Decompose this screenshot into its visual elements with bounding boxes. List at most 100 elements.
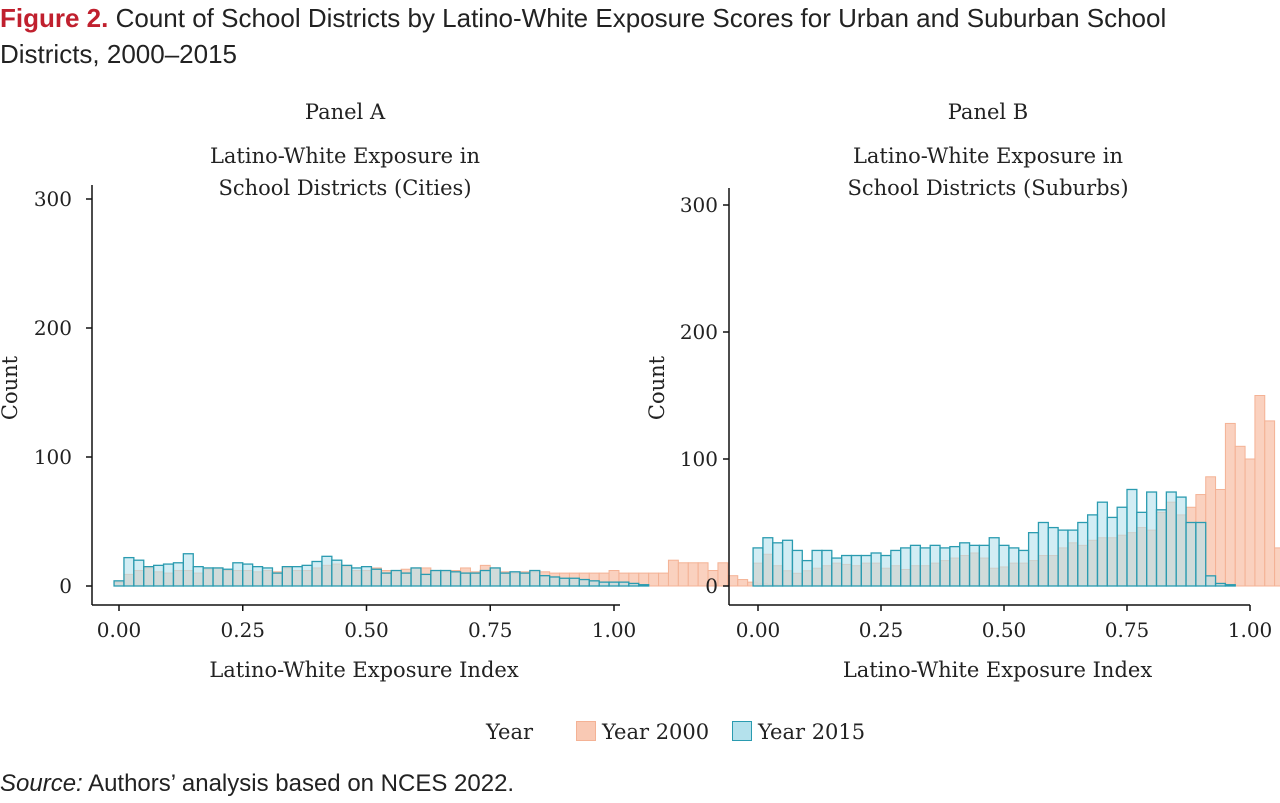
figure-charts: Panel A Latino-White Exposure in School Di… bbox=[0, 100, 1280, 682]
histogram-bar bbox=[360, 566, 373, 587]
histogram-bar bbox=[1027, 532, 1040, 587]
y-tick-label: 200 bbox=[680, 320, 718, 344]
histogram-bar bbox=[988, 537, 1000, 587]
histogram-bar bbox=[430, 569, 442, 587]
histogram-bar bbox=[331, 559, 343, 587]
chart-title-line2: School Districts (Cities) bbox=[218, 176, 471, 200]
source-note: Source: Authors’ analysis based on NCES … bbox=[0, 770, 514, 798]
histogram-bar bbox=[143, 566, 155, 587]
histogram-bar bbox=[831, 557, 843, 587]
histogram-bar bbox=[850, 554, 862, 587]
histogram-bar bbox=[648, 572, 660, 587]
histogram-bar bbox=[598, 581, 610, 587]
histogram-bar bbox=[162, 563, 175, 587]
histogram-bar bbox=[998, 544, 1010, 587]
histogram-bar bbox=[1165, 491, 1177, 587]
histogram-bar bbox=[578, 578, 590, 587]
histogram-bar bbox=[919, 547, 931, 587]
histogram-bar bbox=[350, 567, 363, 587]
x-tick-label: 0.25 bbox=[859, 618, 904, 642]
figure-title-text: Count of School Districts by Latino-Whit… bbox=[0, 3, 1167, 69]
source-text: Authors’ analysis based on NCES 2022. bbox=[82, 770, 515, 797]
y-tick-label: 100 bbox=[680, 447, 718, 471]
histogram-bar bbox=[182, 553, 194, 587]
histogram-bar bbox=[1274, 547, 1280, 587]
histogram-bar bbox=[677, 562, 689, 587]
y-axis-title: Count bbox=[0, 355, 22, 420]
histogram-bar bbox=[212, 567, 224, 587]
histogram-bar bbox=[1077, 521, 1089, 587]
histogram-bar bbox=[909, 544, 922, 587]
histogram-bar bbox=[232, 562, 244, 587]
figure-label: Figure 2. bbox=[0, 3, 109, 33]
histogram-bar bbox=[251, 566, 264, 587]
histogram-bar bbox=[1126, 488, 1138, 587]
histogram-bar bbox=[772, 542, 784, 587]
histogram-bar bbox=[311, 560, 323, 587]
histogram-bar bbox=[880, 554, 892, 587]
histogram-bar bbox=[479, 569, 491, 587]
histogram-bar bbox=[811, 549, 823, 587]
x-tick-label: 0.25 bbox=[220, 618, 265, 642]
chart-title-line1: Latino-White Exposure in bbox=[210, 144, 480, 168]
histogram-bar bbox=[123, 556, 135, 587]
histogram-bar bbox=[717, 562, 729, 587]
histogram-bar bbox=[791, 549, 803, 587]
histogram-bar bbox=[658, 572, 669, 587]
histogram-bar bbox=[1175, 496, 1187, 587]
histogram-bar bbox=[1195, 521, 1207, 587]
y-axis-title: Count bbox=[645, 355, 669, 420]
histogram-bar bbox=[321, 555, 333, 587]
x-tick-label: 0.75 bbox=[1105, 618, 1150, 642]
histogram-bar bbox=[370, 568, 383, 587]
legend-key-year-2000 bbox=[576, 721, 596, 741]
histogram-bar bbox=[281, 566, 293, 587]
histogram-bar bbox=[628, 582, 640, 587]
histogram-bar bbox=[549, 576, 561, 587]
histogram-bar bbox=[929, 544, 941, 587]
histogram-bar bbox=[1146, 491, 1158, 587]
panel-label: Panel B bbox=[948, 100, 1028, 124]
histogram-bar bbox=[608, 581, 620, 587]
histogram-bar bbox=[440, 569, 452, 587]
series-year-2015 bbox=[113, 553, 650, 587]
histogram-bar bbox=[469, 572, 482, 587]
series-year-2015 bbox=[752, 488, 1236, 587]
histogram-bar bbox=[172, 562, 184, 587]
histogram-bar bbox=[133, 559, 145, 587]
histogram-bar bbox=[900, 547, 912, 587]
histogram-bar bbox=[1136, 511, 1148, 587]
histogram-bar bbox=[1086, 514, 1099, 587]
histogram-bar bbox=[949, 545, 961, 587]
histogram-bar bbox=[840, 554, 853, 587]
y-tick-label: 300 bbox=[34, 187, 72, 211]
x-tick-label: 0.00 bbox=[736, 618, 781, 642]
histogram-bar bbox=[821, 549, 833, 587]
histogram-bar bbox=[449, 571, 462, 587]
histogram-bar bbox=[667, 559, 679, 587]
histogram-bar bbox=[529, 569, 541, 587]
legend-key-year-2015 bbox=[732, 721, 752, 741]
histogram-bar bbox=[1155, 509, 1168, 587]
histogram-bar bbox=[420, 573, 432, 587]
histogram-bar bbox=[568, 577, 581, 587]
panel-a: Panel A Latino-White Exposure in School Di… bbox=[0, 100, 778, 682]
source-label: Source: bbox=[0, 770, 83, 797]
histogram-bar bbox=[192, 566, 204, 587]
histogram-bar bbox=[1215, 488, 1226, 587]
y-tick-label: 0 bbox=[59, 574, 72, 598]
histogram-bar bbox=[618, 581, 630, 587]
x-tick-label: 0.00 bbox=[97, 618, 142, 642]
figure-title: Figure 2. Count of School Districts by L… bbox=[0, 0, 1270, 72]
histogram-bar bbox=[870, 552, 882, 587]
y-tick-label: 300 bbox=[680, 193, 718, 217]
histogram-bar bbox=[1214, 582, 1227, 587]
histogram-bar bbox=[519, 572, 531, 587]
histogram-bar bbox=[1244, 458, 1256, 587]
histogram-bar bbox=[539, 575, 551, 587]
x-axis-title: Latino-White Exposure Index bbox=[843, 658, 1152, 682]
x-tick-label: 0.50 bbox=[344, 618, 389, 642]
legend-label-year-2000: Year 2000 bbox=[602, 720, 710, 744]
histogram-bar bbox=[860, 554, 872, 587]
histogram-bar bbox=[1057, 529, 1069, 587]
